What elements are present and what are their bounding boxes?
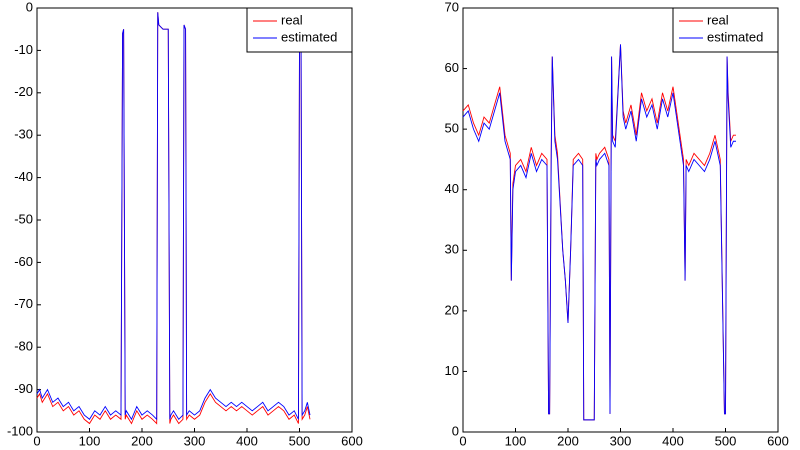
y-tick-label: -20 <box>14 84 33 99</box>
plot-area <box>36 7 353 433</box>
series-line <box>462 44 736 421</box>
x-tick-label: 600 <box>341 433 363 448</box>
y-tick-label: 10 <box>445 363 459 378</box>
y-tick-label: 70 <box>445 0 459 14</box>
legend-box <box>246 7 353 53</box>
x-tick-label: 600 <box>767 433 789 448</box>
x-tick-label: 500 <box>715 433 737 448</box>
series-line <box>36 12 311 425</box>
x-tick-label: 300 <box>610 433 632 448</box>
legend-label: estimated <box>281 29 337 44</box>
y-tick-label: -50 <box>14 211 33 226</box>
y-tick-label: 50 <box>445 121 459 136</box>
legend-label: real <box>707 12 729 27</box>
legend-label: real <box>281 12 303 27</box>
y-tick-label: 30 <box>445 242 459 257</box>
x-tick-label: 300 <box>184 433 206 448</box>
x-tick-label: 0 <box>33 433 40 448</box>
y-tick-label: -90 <box>14 381 33 396</box>
y-tick-label: 20 <box>445 302 459 317</box>
series-line <box>462 44 736 421</box>
y-tick-label: -30 <box>14 127 33 142</box>
y-tick-label: -40 <box>14 169 33 184</box>
y-tick-label: 60 <box>445 60 459 75</box>
y-tick-label: -60 <box>14 254 33 269</box>
y-tick-label: -70 <box>14 296 33 311</box>
x-tick-label: 100 <box>505 433 527 448</box>
y-tick-label: -80 <box>14 339 33 354</box>
series-line <box>36 12 311 421</box>
x-tick-label: 200 <box>131 433 153 448</box>
x-tick-label: 200 <box>557 433 579 448</box>
y-tick-label: -10 <box>14 42 33 57</box>
y-tick-label: -100 <box>7 423 33 438</box>
x-tick-label: 500 <box>289 433 311 448</box>
plot-area <box>462 7 779 433</box>
x-tick-label: 100 <box>79 433 101 448</box>
x-tick-label: 400 <box>236 433 258 448</box>
y-tick-label: 0 <box>26 0 33 14</box>
y-tick-label: 40 <box>445 181 459 196</box>
x-tick-label: 400 <box>662 433 684 448</box>
legend-box <box>672 7 779 53</box>
x-tick-label: 0 <box>459 433 466 448</box>
legend-label: estimated <box>707 29 763 44</box>
y-tick-label: 0 <box>452 423 459 438</box>
